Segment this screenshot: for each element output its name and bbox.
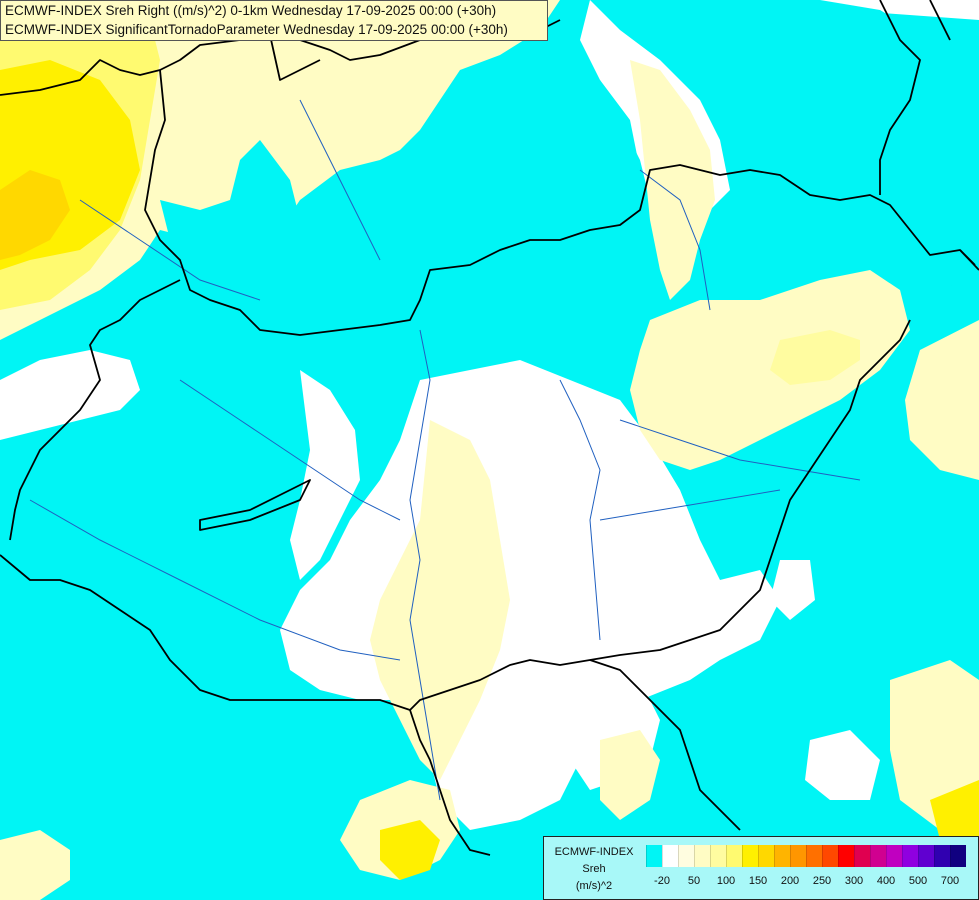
legend-swatch	[806, 845, 822, 867]
sreh-field-cyan-ne	[700, 0, 979, 320]
legend-tick-label: 500	[908, 875, 928, 887]
legend-swatch	[902, 845, 918, 867]
legend-swatch	[950, 845, 966, 867]
sreh-field-cyan-north-west	[160, 140, 300, 260]
sreh-field-yellow-south	[380, 820, 440, 880]
legend-tick-label: 700	[940, 875, 960, 887]
legend-swatch	[662, 845, 678, 867]
legend-swatch	[918, 845, 934, 867]
legend-swatch	[694, 845, 710, 867]
legend-tick-label: 100	[716, 875, 736, 887]
sreh-field-white-south-east	[805, 730, 880, 800]
sreh-field-yellow-east	[770, 330, 860, 385]
sreh-field-orange-nw	[0, 170, 70, 260]
legend-title-line2: Sreh	[582, 863, 606, 875]
color-legend: ECMWF-INDEX Sreh (m/s)^2 -20 50 100 150 200 2…	[543, 836, 979, 900]
legend-swatch	[726, 845, 742, 867]
legend-swatch	[742, 845, 758, 867]
legend-tick-label: 200	[780, 875, 800, 887]
sreh-field-white-east	[770, 560, 815, 620]
sreh-field-white-central	[280, 360, 780, 830]
legend-tick-label: 400	[876, 875, 896, 887]
legend-swatch	[934, 845, 950, 867]
sreh-field-cyan-north	[380, 60, 640, 270]
rivers	[29, 99, 861, 801]
sreh-field-white-sw	[0, 350, 140, 440]
sreh-field-pale-yellow-central-north	[630, 60, 715, 300]
legend-swatch	[710, 845, 726, 867]
sreh-field-pale-yellow-sw	[0, 830, 70, 900]
legend-tick-label: 150	[748, 875, 768, 887]
title-box: ECMWF-INDEX Sreh Right ((m/s)^2) 0-1km W…	[0, 0, 548, 41]
title-line-sreh: ECMWF-INDEX Sreh Right ((m/s)^2) 0-1km W…	[5, 3, 497, 18]
legend-title-line1: ECMWF-INDEX	[554, 846, 634, 858]
legend-swatch	[646, 845, 662, 867]
sreh-field-white-west	[290, 370, 360, 580]
legend-swatch	[854, 845, 870, 867]
legend-tick-label: -20	[654, 875, 670, 887]
legend-swatch	[758, 845, 774, 867]
sreh-field-pale-yellow-ne	[905, 320, 979, 480]
legend-tick-label: 50	[687, 875, 701, 887]
legend-swatch	[870, 845, 886, 867]
sreh-field-pale-yellow-se	[600, 730, 660, 820]
legend-swatch	[774, 845, 790, 867]
sreh-field-pale-yellow-central	[370, 420, 510, 780]
legend-swatch	[838, 845, 854, 867]
legend-swatch	[678, 845, 694, 867]
legend-tick-label: 250	[812, 875, 832, 887]
legend-swatch	[886, 845, 902, 867]
legend-swatch	[822, 845, 838, 867]
legend-title-line3: (m/s)^2	[575, 880, 613, 892]
title-line-stp: ECMWF-INDEX SignificantTornadoParameter …	[5, 22, 508, 37]
sreh-field-yellow-far-se	[930, 780, 979, 840]
legend-tick-label: 300	[844, 875, 864, 887]
legend-swatch	[790, 845, 806, 867]
